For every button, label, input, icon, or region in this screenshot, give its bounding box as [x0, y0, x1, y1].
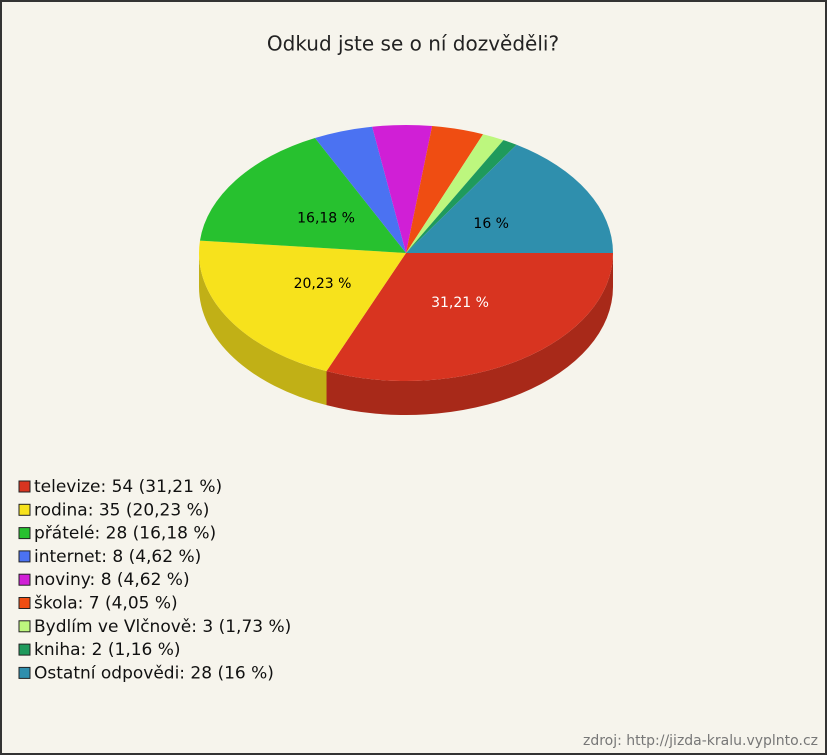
legend-swatch [18, 503, 31, 516]
pie-slice [199, 240, 406, 372]
source: zdroj: http://jizda-kralu.vyplnto.cz [583, 733, 818, 749]
pie-side [326, 253, 613, 415]
legend-swatch [18, 643, 31, 656]
pie-slice [372, 125, 433, 253]
pie-slice [406, 126, 484, 253]
legend-label: noviny: 8 (4,62 %) [34, 570, 190, 590]
pie-slice [199, 138, 406, 253]
legend-label: televize: 54 (31,21 %) [34, 477, 222, 497]
legend-label: Bydlím ve Vlčnově: 3 (1,73 %) [34, 617, 291, 637]
legend-swatch [18, 666, 31, 679]
legend-label: škola: 7 (4,05 %) [34, 594, 178, 614]
pie-slice [406, 144, 613, 253]
legend-swatch [18, 480, 31, 493]
slice-label: 31,21 % [431, 295, 489, 311]
pie-slice [326, 253, 613, 382]
legend-label: kniha: 2 (1,16 %) [34, 640, 181, 660]
pie-slice [406, 134, 504, 253]
slice-label: 16,18 % [297, 211, 355, 227]
slice-label: 20,23 % [294, 276, 352, 292]
legend-swatch [18, 573, 31, 586]
slice-label: 16 % [473, 216, 509, 232]
legend-swatch [18, 527, 31, 540]
pie-side [198, 253, 327, 406]
legend-label: rodina: 35 (20,23 %) [34, 500, 209, 520]
pie-slice [314, 126, 406, 253]
legend-swatch [18, 620, 31, 633]
legend-label: přátelé: 28 (16,18 %) [34, 524, 216, 544]
legend-label: Ostatní odpovědi: 28 (16 %) [34, 663, 274, 683]
pie-slice [406, 140, 517, 253]
chart-title: Odkud jste se o ní dozvěděli? [267, 32, 559, 56]
legend-label: internet: 8 (4,62 %) [34, 547, 201, 567]
legend-swatch [18, 550, 31, 563]
legend-swatch [18, 597, 31, 609]
